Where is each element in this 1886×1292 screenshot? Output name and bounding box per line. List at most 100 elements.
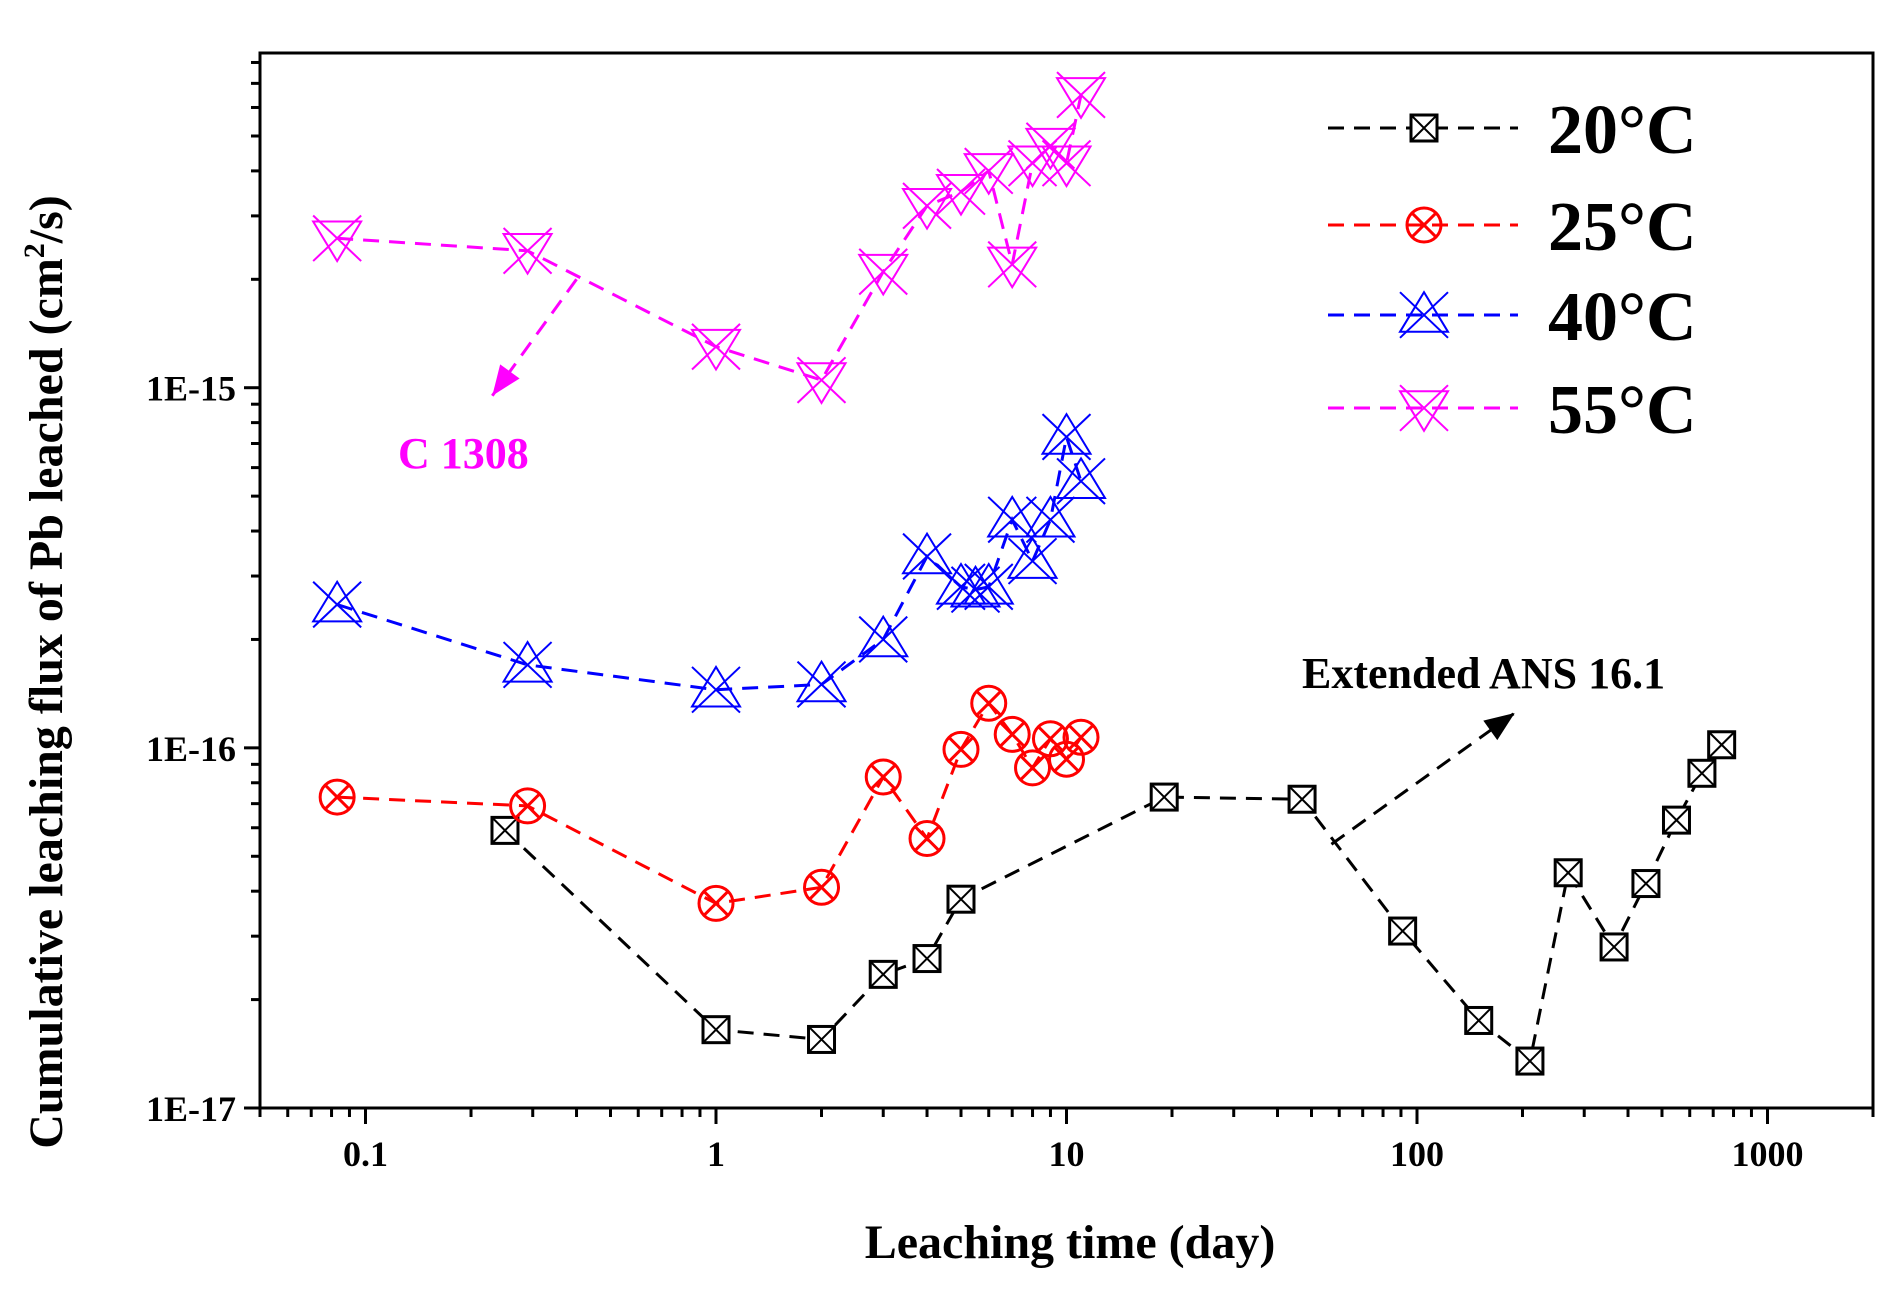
marker-triangle [935,173,987,217]
marker-triangle [901,187,953,231]
marker-cross [323,783,351,811]
data-point [986,240,1038,290]
marker-cross [312,581,362,629]
data-point [1149,782,1179,812]
series-20C [490,730,1737,1076]
marker-cross [1288,785,1316,813]
marker-cross [1554,859,1582,887]
y-tick-label: 1E-15 [146,369,236,409]
marker-cross [869,763,897,791]
data-point [697,884,735,922]
marker-cross [808,874,835,901]
data-point [311,214,363,264]
legend-marker [1398,384,1450,433]
marker-triangle [962,562,1015,605]
data-point [1040,412,1093,461]
data-point [993,715,1031,753]
legend-label: 20°C [1548,92,1697,169]
marker-triangle [1024,127,1077,171]
marker-circle [1062,718,1100,756]
marker-cross [1019,754,1046,782]
series-line [336,430,1083,692]
marker-cross [947,885,975,913]
marker-cross [858,615,908,663]
marker-cross [987,240,1037,288]
marker-cross [502,227,553,275]
data-point [1055,456,1107,505]
annotation-label: Extended ANS 16.1 [1302,649,1665,698]
marker-triangle [1398,290,1450,333]
marker-cross [807,1025,836,1054]
marker-circle [1048,740,1085,778]
series-40C [311,412,1107,714]
series-line [337,94,1083,382]
data-point [795,356,848,405]
marker-triangle [857,614,910,658]
legend-marker [1398,290,1450,339]
data-point [962,562,1015,611]
legend: 20°C 25°C 40°C 55°C [1328,92,1697,449]
legend-entry: 55°C [1328,372,1697,449]
marker-cross [1516,1047,1544,1075]
marker-triangle [690,328,742,372]
y-tick-label: 1E-16 [146,729,236,769]
data-point [1388,916,1418,946]
data-point [1048,740,1085,778]
data-point [490,815,520,845]
y-axis-title-main: Cumulative leaching flux of Pb leached (… [20,258,73,1149]
y-axis-title-sup: 2 [18,243,51,258]
legend-label: 25°C [1548,189,1697,266]
marker-triangle [1040,145,1093,188]
marker-cross [913,944,941,973]
marker-cross [1056,457,1106,505]
x-tick-label: 10 [1049,1134,1085,1174]
marker-cross [987,496,1037,544]
marker-cross [1662,806,1691,834]
x-tick-label: 0.1 [343,1134,388,1174]
data-point [1006,536,1059,585]
marker-cross [312,214,362,262]
y-axis: 1E-17 1E-16 1E-15 [146,60,260,1129]
annotation-arrowhead [492,364,520,396]
data-point [908,820,946,858]
marker-cross [964,563,1014,611]
data-point [970,684,1008,722]
marker-cross [1399,291,1449,339]
marker-triangle [501,232,554,276]
marker-circle [970,684,1008,722]
marker-triangle [311,579,363,623]
marker-cross [1007,537,1058,585]
marker-cross [1041,139,1092,187]
marker-triangle [501,640,554,683]
series-layer [311,71,1737,1076]
data-point [1661,805,1691,835]
marker-circle [1014,749,1052,787]
marker-cross [691,666,741,714]
data-point [701,1015,731,1045]
marker-circle [318,778,356,816]
annotation-layer: C 1308 Extended ANS 16.1 [398,278,1665,846]
marker-cross [964,147,1014,195]
data-point [864,758,902,796]
data-point [942,730,980,768]
data-point [912,944,942,974]
data-point [1062,718,1100,756]
data-point [901,182,953,231]
data-point [807,1024,837,1054]
marker-cross [1388,917,1417,945]
marker-circle [509,787,547,825]
data-point [1553,858,1583,888]
marker-cross [1707,731,1736,759]
marker-cross [1067,723,1095,751]
marker-circle [942,730,980,768]
marker-cross [1410,211,1438,239]
legend-entry: 40°C [1328,279,1697,356]
marker-cross [1410,114,1438,142]
annotation-extended-ans: Extended ANS 16.1 [1302,649,1665,846]
marker-circle [697,884,735,922]
marker-circle [908,820,946,858]
data-point [1055,71,1107,120]
x-axis-title: Leaching time (day) [865,1216,1276,1269]
marker-triangle [1024,494,1077,538]
